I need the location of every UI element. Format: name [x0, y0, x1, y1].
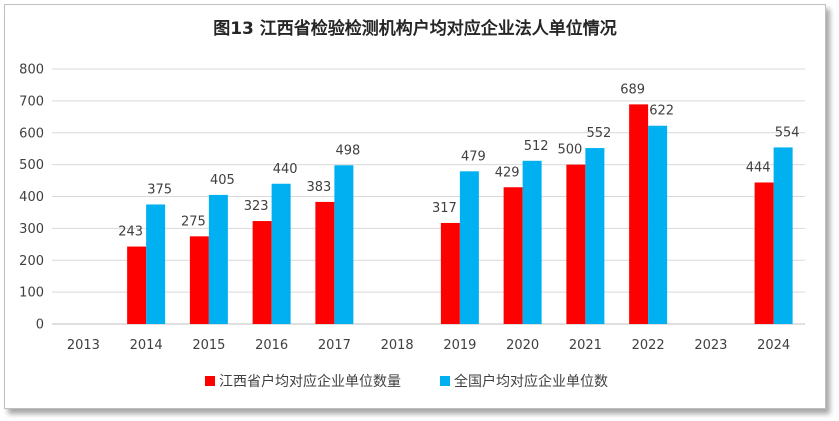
bar-national — [522, 160, 542, 324]
bar-national — [146, 204, 166, 324]
data-label: 383 — [306, 180, 331, 195]
data-label: 243 — [118, 225, 143, 240]
y-tick-label: 100 — [19, 286, 44, 301]
data-label: 512 — [524, 139, 549, 154]
y-tick-label: 700 — [19, 94, 44, 109]
data-label: 552 — [586, 126, 611, 141]
bar-national — [585, 148, 605, 324]
y-tick-label: 800 — [19, 63, 44, 78]
data-label: 317 — [432, 201, 457, 216]
bar-jiangxi — [127, 246, 147, 324]
data-label: 275 — [181, 214, 206, 229]
bar-jiangxi — [503, 187, 523, 324]
bar-national — [334, 165, 354, 324]
data-label: 498 — [335, 143, 360, 158]
y-tick-label: 500 — [19, 158, 44, 173]
legend: 江西省户均对应企业单位数量 全国户均对应企业单位数 — [205, 373, 608, 390]
data-labels: 243 275 323 383 317 429 500 689 444 375 405 440 498 4… — [118, 82, 799, 239]
legend-label: 全国户均对应企业单位数 — [454, 373, 608, 390]
data-label: 622 — [649, 104, 674, 119]
x-tick-label: 2023 — [694, 338, 727, 353]
chart-title: 图13 江西省检验检测机构户均对应企业法人单位情况 — [213, 18, 617, 39]
y-tick-label: 400 — [19, 190, 44, 205]
x-tick-label: 2024 — [757, 338, 790, 353]
x-tick-label: 2022 — [632, 338, 665, 353]
bar-jiangxi — [629, 104, 649, 324]
bar-national — [648, 125, 668, 324]
x-tick-label: 2019 — [443, 338, 476, 353]
x-tick-label: 2017 — [318, 338, 351, 353]
legend-label: 江西省户均对应企业单位数量 — [219, 373, 401, 390]
data-label: 554 — [775, 125, 800, 140]
bar-national — [773, 147, 793, 324]
data-label: 323 — [244, 199, 269, 214]
y-tick-label: 600 — [19, 126, 44, 141]
x-tick-label: 2015 — [192, 338, 225, 353]
legend-swatch — [205, 376, 215, 386]
bar-jiangxi — [189, 236, 209, 324]
x-tick-label: 2018 — [381, 338, 414, 353]
bar-jiangxi — [315, 201, 335, 324]
x-tick-label: 2014 — [130, 338, 163, 353]
data-label: 429 — [495, 165, 520, 180]
legend-swatch — [440, 376, 450, 386]
gridlines — [52, 68, 805, 325]
x-axis: 2013 2014 2015 2016 2017 2018 2019 2020 2021 2022… — [67, 338, 790, 353]
data-label: 375 — [147, 182, 172, 197]
bar-jiangxi — [566, 164, 586, 324]
bar-jiangxi — [252, 221, 272, 324]
data-label: 479 — [461, 149, 486, 164]
data-label: 500 — [557, 143, 582, 158]
bar-national — [459, 171, 479, 324]
x-tick-label: 2013 — [67, 338, 100, 353]
data-label: 444 — [746, 160, 771, 175]
x-tick-label: 2021 — [569, 338, 602, 353]
bar-jiangxi — [754, 182, 774, 324]
data-label: 405 — [210, 173, 235, 188]
bar-jiangxi — [440, 222, 460, 324]
data-label: 440 — [273, 162, 298, 177]
y-tick-label: 0 — [36, 318, 44, 333]
y-tick-label: 200 — [19, 254, 44, 269]
bar-national — [208, 194, 228, 324]
chart-frame — [4, 4, 826, 409]
bar-national — [271, 183, 291, 324]
y-tick-label: 300 — [19, 222, 44, 237]
x-tick-label: 2020 — [506, 338, 539, 353]
bars — [127, 104, 793, 324]
x-tick-label: 2016 — [255, 338, 288, 353]
data-label: 689 — [620, 82, 645, 97]
y-axis: 0 100 200 300 400 500 600 700 800 — [19, 63, 44, 333]
